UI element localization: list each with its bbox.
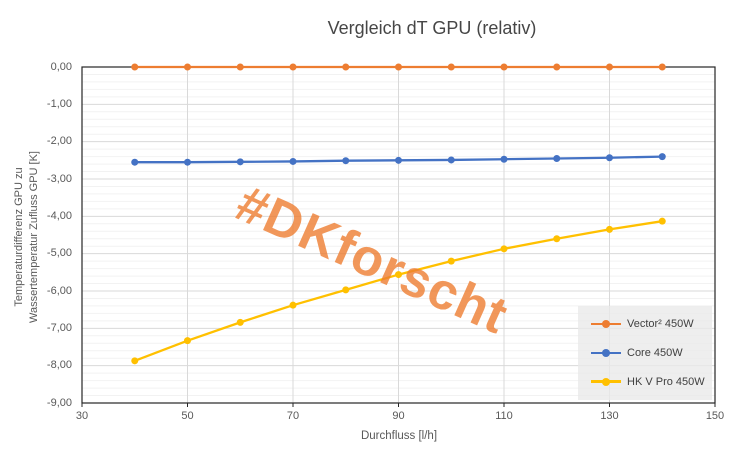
y-tick-label: -6,00 — [46, 284, 72, 297]
x-tick-label: 150 — [705, 410, 725, 422]
legend-marker-icon — [591, 348, 621, 357]
y-tick-label: -4,00 — [46, 209, 72, 222]
series-marker-hk-v-pro-450w — [236, 318, 244, 326]
series-marker-hk-v-pro-450w — [342, 286, 350, 294]
series-marker-core-450w — [447, 156, 455, 164]
series-marker-vector-450w — [342, 63, 350, 71]
series-marker-core-450w — [553, 154, 561, 162]
y-tick-label: 0,00 — [50, 60, 72, 73]
y-tick-label: -1,00 — [46, 97, 72, 110]
y-tick-label: -5,00 — [46, 247, 72, 260]
series-marker-hk-v-pro-450w — [606, 225, 613, 233]
legend-label: Vector² 450W — [627, 318, 694, 331]
series-marker-vector-450w — [553, 63, 561, 71]
legend-item: HK V Pro 450W — [591, 376, 712, 388]
series-marker-core-450w — [236, 158, 244, 166]
series-marker-vector-450w — [447, 63, 455, 71]
x-axis-title: Durchfluss [l/h] — [360, 430, 438, 442]
legend-marker-icon — [591, 377, 621, 386]
series-marker-core-450w — [342, 157, 350, 165]
x-tick-label: 30 — [75, 410, 89, 422]
legend: Vector² 450W Core 450W HK V Pro 450W — [578, 306, 712, 400]
series-marker-core-450w — [131, 158, 139, 166]
legend-marker-icon — [591, 320, 621, 329]
series-marker-vector-450w — [500, 63, 508, 71]
series-marker-hk-v-pro-450w — [395, 271, 402, 279]
series-marker-core-450w — [289, 157, 297, 165]
series-marker-vector-450w — [658, 63, 666, 71]
y-tick-label: -8,00 — [46, 359, 72, 372]
series-marker-vector-450w — [606, 63, 613, 71]
legend-item: Vector² 450W — [591, 318, 712, 330]
series-marker-core-450w — [606, 154, 613, 162]
series-marker-hk-v-pro-450w — [500, 245, 508, 253]
y-tick-label: -9,00 — [46, 396, 72, 409]
x-tick-label: 90 — [392, 410, 405, 422]
series-marker-core-450w — [658, 153, 666, 161]
series-marker-hk-v-pro-450w — [553, 235, 561, 243]
legend-item: Core 450W — [591, 347, 712, 359]
series-marker-vector-450w — [395, 63, 402, 71]
legend-label: Core 450W — [627, 346, 683, 359]
series-marker-vector-450w — [289, 63, 297, 71]
y-tick-label: -3,00 — [46, 172, 72, 185]
series-marker-vector-450w — [131, 63, 139, 71]
series-marker-core-450w — [500, 155, 508, 163]
y-tick-label: -2,00 — [46, 135, 72, 148]
series-marker-hk-v-pro-450w — [184, 337, 191, 345]
x-tick-label: 130 — [600, 410, 619, 422]
y-axis-title-line1: Temperaturdifferenz GPU zu — [13, 167, 25, 307]
series-marker-core-450w — [184, 158, 191, 166]
series-marker-core-450w — [395, 156, 402, 164]
y-tick-label: -7,00 — [46, 321, 72, 334]
series-marker-hk-v-pro-450w — [289, 301, 297, 309]
series-marker-vector-450w — [184, 63, 191, 71]
chart-title: Vergleich dT GPU (relativ) — [327, 18, 537, 38]
series-marker-vector-450w — [236, 63, 244, 71]
x-tick-label: 50 — [181, 410, 194, 422]
series-marker-hk-v-pro-450w — [131, 357, 139, 365]
series-marker-hk-v-pro-450w — [658, 217, 666, 225]
x-tick-label: 70 — [286, 410, 300, 422]
legend-label: HK V Pro 450W — [627, 375, 705, 388]
series-marker-hk-v-pro-450w — [447, 257, 455, 265]
x-tick-label: 110 — [495, 410, 513, 422]
